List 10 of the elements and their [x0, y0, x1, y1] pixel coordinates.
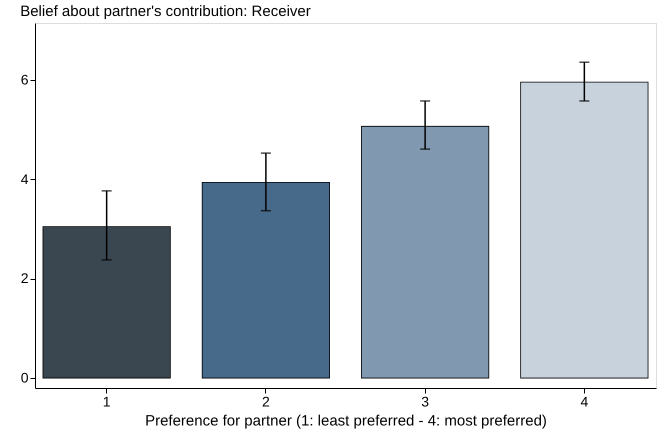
y-tick-label: 2: [20, 270, 29, 286]
x-tick-label: 2: [262, 394, 270, 410]
y-tick-label: 0: [20, 370, 29, 386]
y-tick-label: 4: [20, 170, 29, 187]
x-tick-label: 1: [102, 394, 111, 410]
chart-title: Belief about partner's contribution: Receiver: [20, 3, 311, 20]
y-tick-label: 6: [20, 72, 29, 88]
x-tick-label: 3: [421, 394, 430, 410]
x-axis-title: Preference for partner (1: least preferred - 4: most preferred): [145, 412, 547, 430]
x-tick-label: 4: [580, 394, 588, 410]
